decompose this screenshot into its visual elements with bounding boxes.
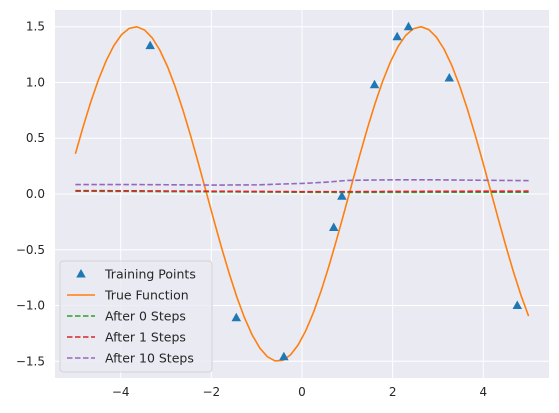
y-tick-label: 1.5 — [26, 20, 45, 34]
x-tick-label: −2 — [203, 385, 221, 399]
y-tick-label: 0.5 — [26, 131, 45, 145]
x-axis-ticks: −4 −2 0 2 4 — [112, 385, 487, 399]
legend-label: True Function — [104, 288, 189, 303]
training-point — [328, 222, 339, 231]
x-tick-label: 0 — [298, 385, 306, 399]
legend-box — [59, 260, 213, 373]
y-tick-label: −1.5 — [16, 354, 45, 368]
legend-swatch — [76, 269, 86, 278]
training-point — [337, 191, 347, 200]
training-point — [145, 40, 155, 50]
x-tick-label: 4 — [479, 385, 487, 399]
y-tick-label: −0.5 — [16, 243, 45, 257]
legend-label: After 10 Steps — [105, 351, 194, 366]
y-tick-label: 0.0 — [26, 187, 45, 201]
y-tick-label: −1.0 — [16, 299, 45, 313]
training-point — [512, 300, 523, 310]
training-point — [231, 312, 242, 322]
legend-label: Training Points — [104, 267, 196, 282]
legend-label: After 1 Steps — [105, 330, 186, 345]
training-points — [145, 21, 523, 361]
y-tick-label: 1.0 — [26, 75, 45, 89]
legend: Training Points True Function After 0 Step… — [59, 260, 213, 373]
legend-label: After 0 Steps — [105, 309, 186, 324]
series-line — [75, 179, 529, 186]
grid — [55, 10, 549, 378]
series-line — [75, 189, 529, 193]
training-point — [279, 351, 289, 361]
true-function-line — [74, 25, 530, 362]
series-lines — [74, 25, 530, 362]
training-point — [444, 73, 455, 82]
training-point — [392, 31, 402, 41]
x-tick-label: 2 — [389, 385, 397, 399]
training-point — [403, 21, 414, 31]
y-axis-ticks: −1.5 −1.0 −0.5 0.0 0.5 1.0 1.5 — [16, 20, 45, 369]
training-point — [369, 79, 380, 89]
x-tick-label: −4 — [112, 385, 130, 399]
